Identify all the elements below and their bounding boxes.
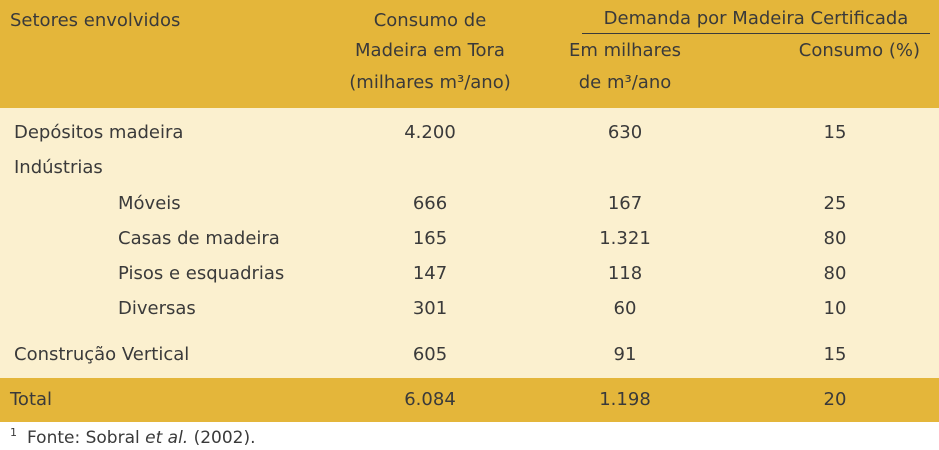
row-pct: 10 — [823, 298, 847, 319]
table-body-band — [0, 108, 939, 378]
row-pct: 25 — [823, 193, 847, 214]
row-milhares: 630 — [607, 122, 643, 143]
row-milhares: 1.321 — [599, 228, 651, 249]
row-sector: Casas de madeira — [118, 228, 280, 249]
total-label: Total — [10, 389, 53, 410]
row-milhares: 118 — [607, 263, 643, 284]
row-sector: Pisos e esquadrias — [118, 263, 285, 284]
header-milhares-line1: Em milhares — [568, 40, 682, 61]
row-sector: Depósitos madeira — [14, 122, 184, 143]
row-pct: 80 — [823, 263, 847, 284]
footnote: 1 Fonte: Sobral et al. (2002). — [10, 426, 256, 448]
row-sector: Diversas — [118, 298, 196, 319]
row-sector: Construção Vertical — [14, 344, 190, 365]
row-consumo: 666 — [412, 193, 448, 214]
row-sector: Indústrias — [14, 157, 103, 178]
row-pct: 80 — [823, 228, 847, 249]
header-consumo-pct: Consumo (%) — [798, 40, 920, 61]
row-consumo: 4.200 — [404, 122, 456, 143]
header-demanda: Demanda por Madeira Certificada — [603, 8, 909, 29]
row-consumo: 301 — [412, 298, 448, 319]
total-consumo: 6.084 — [404, 389, 456, 410]
header-consumo-line1: Consumo de — [373, 10, 487, 31]
total-pct: 20 — [823, 389, 847, 410]
header-milhares-line2: de m³/ano — [578, 72, 672, 93]
footnote-italic: et al. — [145, 428, 189, 448]
header-consumo-line3: (milhares m³/ano) — [349, 72, 511, 93]
footnote-suffix: (2002). — [188, 428, 256, 448]
header-divider — [582, 33, 930, 34]
table-header-band — [0, 0, 939, 108]
row-consumo: 605 — [412, 344, 448, 365]
footnote-prefix: Fonte: Sobral — [27, 428, 146, 448]
total-milhares: 1.198 — [599, 389, 651, 410]
row-pct: 15 — [823, 122, 847, 143]
footnote-mark: 1 — [10, 426, 17, 440]
row-sector: Móveis — [118, 193, 181, 214]
row-milhares: 167 — [607, 193, 643, 214]
header-consumo-line2: Madeira em Tora — [355, 40, 505, 61]
row-consumo: 147 — [412, 263, 448, 284]
header-sector: Setores envolvidos — [10, 10, 181, 31]
row-milhares: 91 — [613, 344, 637, 365]
row-milhares: 60 — [613, 298, 637, 319]
table-total-band — [0, 378, 939, 422]
row-consumo: 165 — [412, 228, 448, 249]
row-pct: 15 — [823, 344, 847, 365]
